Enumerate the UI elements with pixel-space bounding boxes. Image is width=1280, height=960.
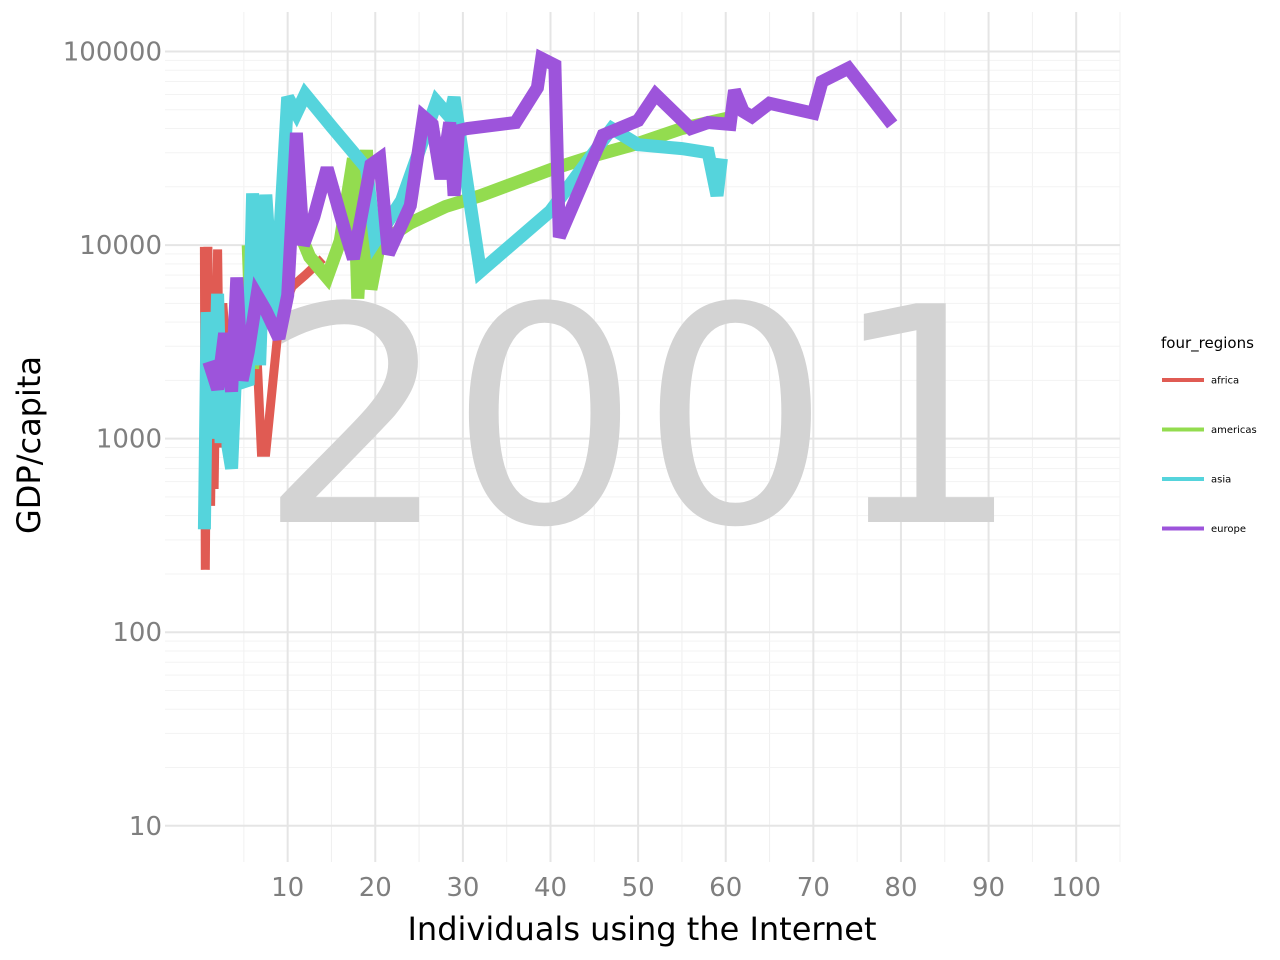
x-tick-label: 60 [709, 873, 742, 903]
year-watermark: 2001 [258, 244, 1021, 593]
legend-label-americas: americas [1211, 425, 1257, 436]
x-tick-label: 30 [446, 873, 479, 903]
legend: four_regions africa americas asia europe [1161, 334, 1257, 535]
x-tick-label: 80 [884, 873, 917, 903]
x-tick-label: 100 [1051, 873, 1101, 903]
y-axis-tick-labels: 10 100 1000 10000 100000 [63, 38, 162, 842]
x-tick-label: 90 [972, 873, 1005, 903]
y-tick-label: 10000 [79, 231, 162, 261]
x-tick-label: 40 [534, 873, 567, 903]
y-tick-label: 10 [129, 812, 162, 842]
x-tick-label: 10 [271, 873, 304, 903]
y-tick-label: 1000 [96, 425, 162, 455]
x-axis-tick-labels: 10 20 30 40 50 60 70 80 90 100 [271, 873, 1101, 903]
legend-label-europe: europe [1211, 524, 1246, 535]
x-tick-label: 50 [622, 873, 655, 903]
x-tick-label: 20 [359, 873, 392, 903]
y-tick-label: 100 [112, 618, 162, 648]
y-tick-label: 100000 [63, 38, 162, 68]
x-axis-title: Individuals using the Internet [407, 910, 876, 948]
legend-title: four_regions [1161, 334, 1254, 353]
y-axis-title: GDP/capita [10, 356, 48, 534]
series-line-europe [202, 48, 898, 393]
legend-label-africa: africa [1211, 376, 1239, 387]
series-lines [197, 48, 898, 570]
legend-label-asia: asia [1211, 475, 1231, 486]
x-tick-label: 70 [797, 873, 830, 903]
